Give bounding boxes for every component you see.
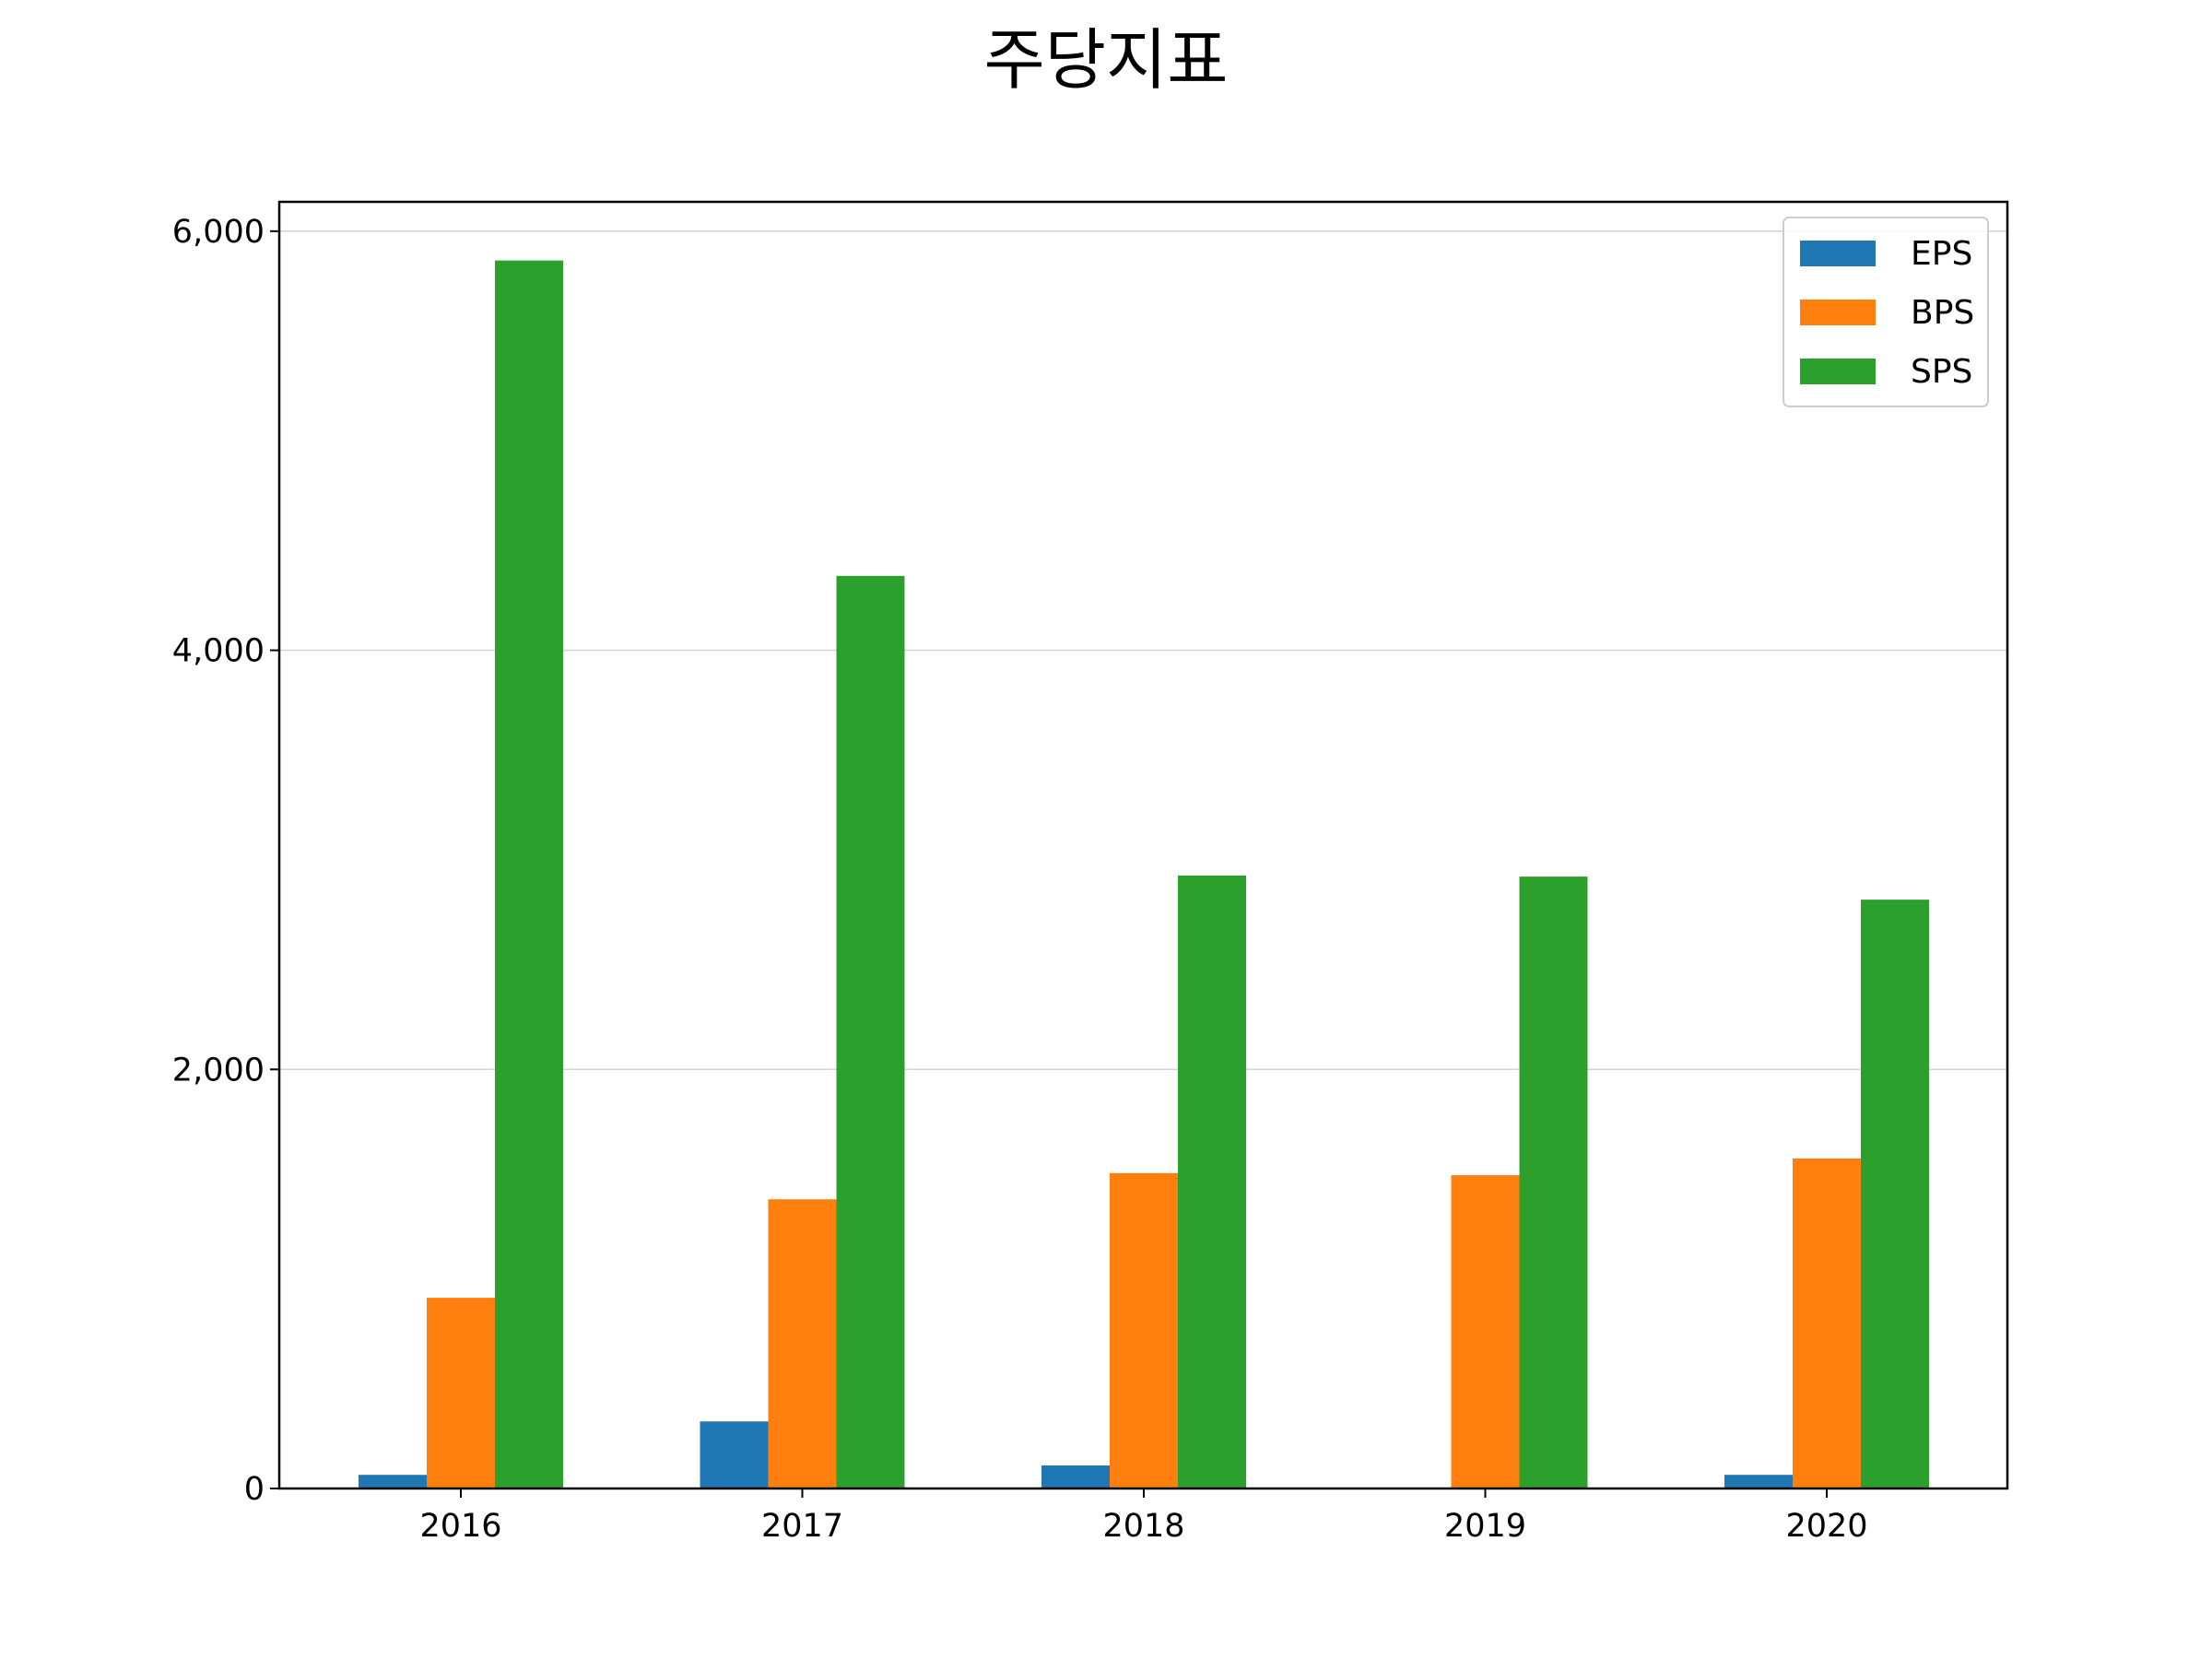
bar-sps-2019 — [1519, 877, 1588, 1488]
legend-label-sps: SPS — [1911, 353, 1972, 391]
bar-bps-2017 — [768, 1199, 837, 1488]
y-tick-label: 4,000 — [172, 633, 265, 670]
legend-swatch-bps — [1800, 300, 1876, 325]
bar-bps-2016 — [427, 1298, 495, 1488]
bar-eps-2020 — [1724, 1475, 1793, 1488]
legend-swatch-sps — [1800, 359, 1876, 384]
bar-sps-2018 — [1178, 875, 1246, 1488]
bar-eps-2017 — [700, 1421, 769, 1488]
bars — [359, 260, 1929, 1488]
bar-bps-2019 — [1451, 1175, 1520, 1488]
bar-sps-2020 — [1861, 900, 1929, 1488]
legend-swatch-eps — [1800, 241, 1876, 266]
bar-bps-2018 — [1110, 1172, 1178, 1488]
y-tick-label: 2,000 — [172, 1052, 265, 1088]
bar-sps-2016 — [495, 260, 563, 1488]
x-tick-label: 2019 — [1444, 1508, 1526, 1545]
bar-eps-2018 — [1041, 1465, 1110, 1488]
x-tick-label: 2020 — [1785, 1508, 1867, 1545]
x-tick-label: 2018 — [1102, 1508, 1184, 1545]
y-tick-label: 0 — [244, 1471, 265, 1508]
legend-label-eps: EPS — [1911, 235, 1972, 273]
bar-sps-2017 — [836, 575, 905, 1488]
legend-label-bps: BPS — [1911, 294, 1974, 332]
y-axis: 0 2,000 4,000 6,000 — [172, 214, 279, 1508]
bar-eps-2016 — [359, 1475, 427, 1488]
x-tick-label: 2016 — [419, 1508, 501, 1545]
bar-bps-2020 — [1793, 1158, 1861, 1488]
legend: EPS BPS SPS — [1783, 217, 1989, 407]
x-axis: 2016 2017 2018 2019 2020 — [419, 1488, 1868, 1545]
chart-title: 주당지표 — [984, 21, 1229, 99]
y-tick-label: 6,000 — [172, 214, 265, 251]
x-tick-label: 2017 — [761, 1508, 843, 1545]
